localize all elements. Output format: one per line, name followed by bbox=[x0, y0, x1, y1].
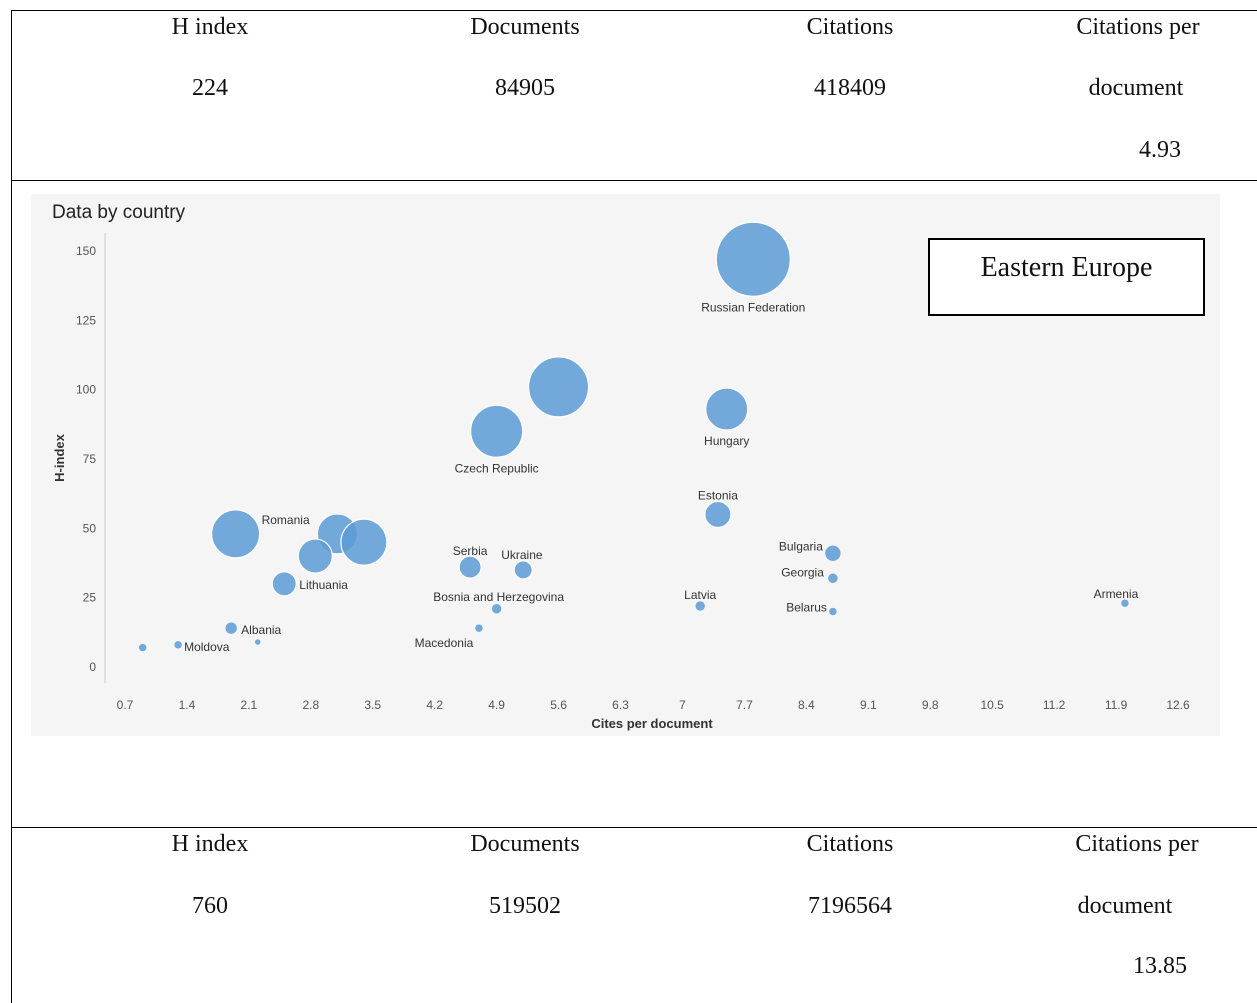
bubble[interactable] bbox=[828, 607, 838, 616]
bubble-label: Albania bbox=[241, 623, 281, 637]
top-citations-value: 418409 bbox=[814, 75, 886, 101]
region-label: Eastern Europe bbox=[980, 252, 1153, 283]
bubble-label: Ukraine bbox=[501, 548, 543, 562]
bottom-h-index-header: H index bbox=[171, 831, 249, 857]
frame-top-border bbox=[11, 10, 1257, 11]
y-axis-label: H-index bbox=[52, 433, 67, 481]
bubble-label: Belarus bbox=[786, 601, 827, 615]
top-h-index-header: H index bbox=[171, 14, 249, 40]
bubble[interactable] bbox=[297, 538, 333, 574]
bubble[interactable] bbox=[271, 571, 297, 597]
chart-title: Data by country bbox=[52, 202, 186, 223]
bubble-label: Moldova bbox=[184, 640, 230, 654]
bottom-documents-header: Documents bbox=[470, 831, 580, 857]
bubble-label: Latvia bbox=[684, 588, 716, 602]
bubble-label-layer: Russian Federation Czech Republic Hungary E… bbox=[184, 300, 1138, 653]
bubble-label: Romania bbox=[262, 513, 310, 527]
bubble[interactable] bbox=[458, 555, 482, 579]
bubble[interactable] bbox=[470, 404, 524, 458]
bubble[interactable] bbox=[513, 560, 533, 580]
bubble-label: Russian Federation bbox=[701, 300, 805, 314]
top-citations-header: Citations bbox=[806, 14, 894, 40]
frame-divider-top bbox=[11, 180, 1257, 181]
x-tick-label: 0.7 bbox=[117, 698, 134, 712]
frame-left-border bbox=[11, 10, 12, 1003]
y-tick-label: 125 bbox=[76, 313, 96, 327]
y-tick-label: 100 bbox=[76, 383, 96, 397]
bottom-cpd-header: Citations per bbox=[1075, 831, 1199, 857]
x-tick-label: 6.3 bbox=[612, 698, 629, 712]
top-cpd-header: Citations per bbox=[1076, 14, 1200, 40]
bubble[interactable] bbox=[211, 509, 261, 559]
region-label-box: Eastern Europe bbox=[928, 238, 1205, 316]
y-tick-label: 50 bbox=[83, 521, 97, 535]
bubble-label: Lithuania bbox=[299, 578, 348, 592]
bubble-layer bbox=[138, 221, 1130, 652]
x-tick-label: 11.9 bbox=[1105, 698, 1128, 712]
bubble-label: Macedonia bbox=[415, 636, 474, 650]
y-tick-label: 75 bbox=[83, 452, 97, 466]
top-documents-value: 84905 bbox=[495, 75, 555, 101]
y-tick-label: 0 bbox=[89, 660, 96, 674]
x-tick-label: 7.7 bbox=[736, 698, 753, 712]
x-tick-label: 4.2 bbox=[426, 698, 443, 712]
bottom-documents-value: 519502 bbox=[489, 893, 561, 919]
bubble-label: Hungary bbox=[704, 434, 749, 448]
x-tick-label: 9.8 bbox=[922, 698, 939, 712]
x-tick-label: 1.4 bbox=[179, 698, 196, 712]
bubble[interactable] bbox=[138, 643, 147, 652]
x-tick-label: 10.5 bbox=[980, 698, 1004, 712]
x-tick-label: 7 bbox=[679, 698, 686, 712]
bottom-cpd-value: 13.85 bbox=[1133, 953, 1187, 979]
top-documents-header: Documents bbox=[470, 14, 580, 40]
bubble[interactable] bbox=[705, 387, 749, 431]
bubble[interactable] bbox=[254, 638, 261, 646]
bubble[interactable] bbox=[694, 600, 706, 612]
y-tick-label: 25 bbox=[83, 591, 97, 605]
bubble[interactable] bbox=[340, 518, 388, 566]
bubble[interactable] bbox=[1120, 598, 1130, 608]
bubble-label: Czech Republic bbox=[455, 461, 539, 475]
bottom-citations-value: 7196564 bbox=[808, 893, 892, 919]
x-tick-label: 8.4 bbox=[798, 698, 815, 712]
x-tick-label: 11.2 bbox=[1043, 698, 1066, 712]
bubble-label: Serbia bbox=[453, 544, 488, 558]
x-tick-label: 12.6 bbox=[1166, 698, 1190, 712]
bubble-label: Georgia bbox=[781, 565, 824, 579]
bubble[interactable] bbox=[474, 623, 484, 633]
x-axis-label: Cites per document bbox=[591, 716, 713, 731]
top-h-index-value: 224 bbox=[192, 75, 228, 101]
bottom-h-index-value: 760 bbox=[192, 893, 228, 919]
frame-divider-bottom bbox=[11, 827, 1257, 828]
bubble[interactable] bbox=[224, 621, 238, 635]
bubble-label: Armenia bbox=[1094, 587, 1139, 601]
x-tick-label: 5.6 bbox=[550, 698, 567, 712]
bubble-label: Bulgaria bbox=[779, 539, 823, 553]
bubble-label: Estonia bbox=[698, 488, 738, 502]
bubble[interactable] bbox=[527, 356, 590, 418]
bubble[interactable] bbox=[173, 640, 183, 650]
top-cpd-header-cont: document bbox=[1088, 75, 1184, 101]
bubble[interactable] bbox=[704, 500, 732, 529]
bubble[interactable] bbox=[827, 573, 839, 584]
bubble[interactable] bbox=[491, 603, 502, 615]
bubble[interactable] bbox=[715, 221, 791, 297]
top-cpd-value: 4.93 bbox=[1139, 137, 1181, 163]
x-tick-label: 3.5 bbox=[364, 698, 381, 712]
bottom-cpd-header-cont: document bbox=[1077, 893, 1173, 919]
x-tick-label: 9.1 bbox=[860, 698, 877, 712]
bottom-citations-header: Citations bbox=[806, 831, 894, 857]
x-tick-label: 4.9 bbox=[488, 698, 505, 712]
axis-layer: 0 25 50 75 100 125 150 0.7 1.4 2.1 2.8 3.5 4.2 4.9 5.6… bbox=[76, 233, 1190, 712]
x-tick-label: 2.1 bbox=[241, 698, 258, 712]
y-tick-label: 150 bbox=[76, 244, 96, 258]
bubble-label: Bosnia and Herzegovina bbox=[433, 590, 564, 604]
bubble[interactable] bbox=[824, 545, 842, 562]
x-tick-label: 2.8 bbox=[302, 698, 319, 712]
